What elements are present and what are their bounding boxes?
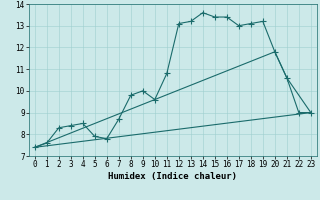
X-axis label: Humidex (Indice chaleur): Humidex (Indice chaleur) — [108, 172, 237, 181]
